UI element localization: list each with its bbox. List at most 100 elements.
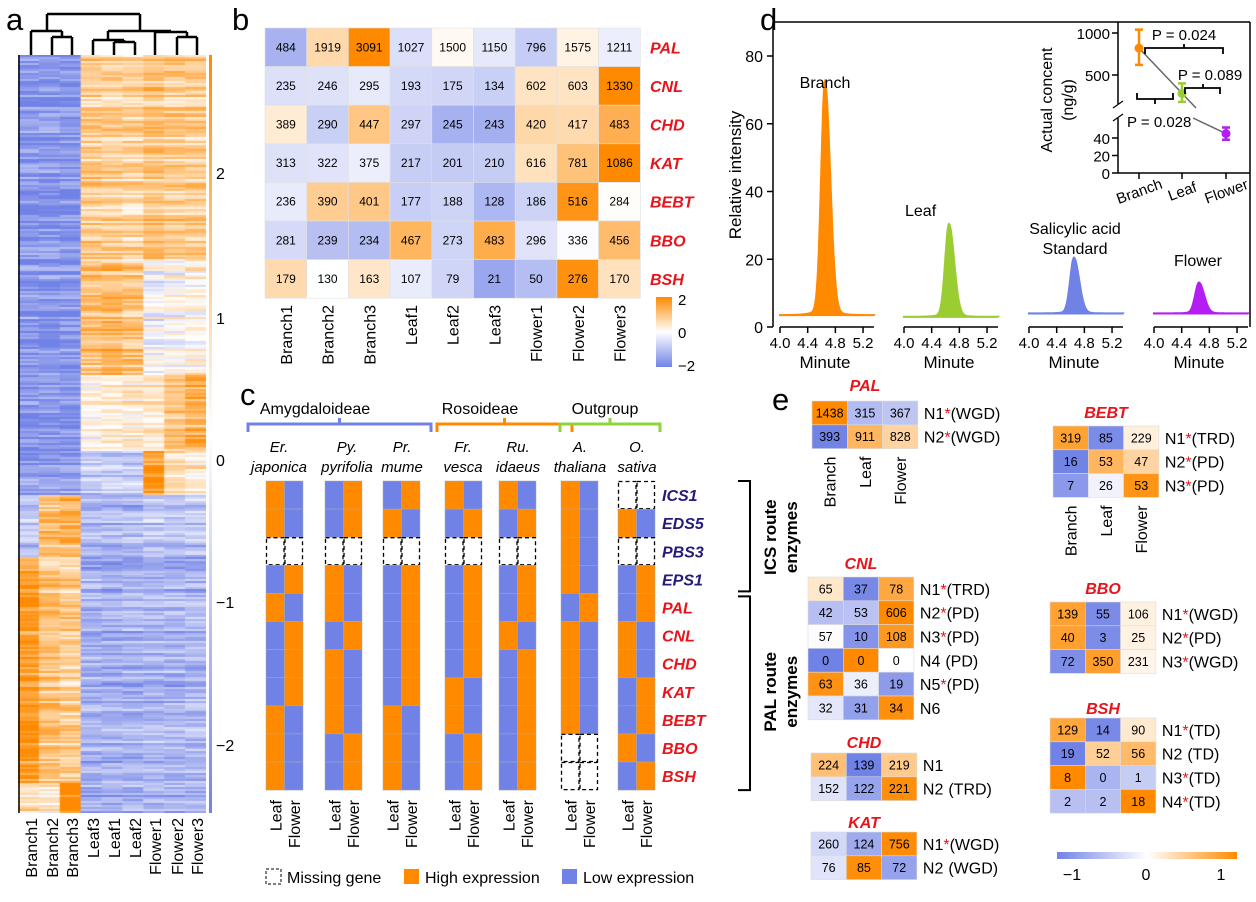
species-genus: Er.	[270, 439, 289, 456]
high-expression-cell	[636, 565, 656, 594]
column-label: Flower	[1134, 505, 1151, 554]
axis-break-mark	[1112, 100, 1124, 122]
heatmap-cell	[556, 220, 599, 260]
row-label: N1*(WGD)	[923, 837, 999, 854]
row-label: N2*(PD)	[920, 606, 980, 623]
colorbar-tick-label: 1	[1217, 867, 1226, 884]
heatmap-cell	[882, 424, 919, 449]
high-expression-cell	[324, 649, 344, 678]
high-expression-cell	[517, 761, 537, 791]
cell-value: 1575	[564, 40, 591, 54]
row-label: N2*(PD)	[1162, 631, 1222, 648]
duplication-type: (WGD)	[1189, 607, 1239, 624]
column-label: Flower2	[170, 818, 187, 875]
gene-label: KAT	[650, 156, 683, 173]
high-expression-cell	[382, 733, 402, 763]
cell-value: 106	[1128, 607, 1149, 621]
row-label: N2*(PD)	[1165, 455, 1225, 472]
duplication-type: (TD)	[1187, 747, 1219, 764]
missing-gene-cell	[560, 761, 580, 791]
trace-label: Leaf	[905, 203, 937, 220]
row-name: N3	[1165, 479, 1186, 496]
column-label: Branch2	[321, 305, 338, 365]
duplication-star: *	[1185, 431, 1191, 448]
duplication-type: (TRD)	[947, 582, 991, 599]
y-tick-label: 40	[1093, 131, 1110, 148]
cell-value: 484	[276, 40, 296, 54]
x-tick-label: 5.2	[977, 335, 998, 352]
low-expression-cell	[382, 621, 402, 650]
column-label: Leaf1	[404, 305, 421, 345]
cell-value: 322	[318, 156, 338, 170]
high-expression-cell	[444, 677, 464, 707]
duplication-type: (TD)	[1189, 723, 1221, 740]
heatmap-cell	[306, 27, 349, 67]
route-bracket	[738, 480, 751, 593]
cell-value: 375	[359, 156, 379, 170]
low-expression-cell	[463, 480, 483, 510]
heatmap-cell	[473, 104, 516, 145]
low-expression-cell	[343, 565, 363, 594]
row-name: N6	[920, 701, 941, 718]
legend-label: High expression	[425, 870, 540, 887]
duplication-star: *	[1185, 455, 1191, 472]
duplication-type: (PD)	[947, 606, 980, 623]
high-expression-cell	[560, 536, 580, 566]
cell-value: 602	[526, 79, 546, 93]
heatmap-cell	[306, 259, 349, 299]
cell-value: 85	[857, 861, 871, 875]
cell-value: 1211	[607, 40, 633, 54]
heatmap-cell	[473, 27, 516, 67]
cell-value: 236	[276, 195, 296, 209]
trace-label: Branch	[800, 75, 851, 92]
p-value-label: P = 0.089	[1178, 67, 1242, 84]
x-tick-label: 4.0	[770, 335, 791, 352]
comparison-bracket	[1144, 44, 1224, 54]
high-expression-cell	[560, 705, 580, 735]
route-label: PAL route	[761, 652, 780, 732]
cell-value: 516	[568, 195, 588, 209]
high-expression-cell	[324, 565, 344, 594]
x-tick-label: Flower	[1202, 176, 1250, 207]
cell-value: 1150	[481, 40, 507, 54]
cell-value: 219	[889, 758, 910, 772]
heatmap-cell	[431, 259, 474, 299]
duplication-star: *	[1182, 723, 1188, 740]
low-expression-cell	[343, 649, 363, 678]
column-label: Branch2	[45, 818, 62, 878]
low-expression-cell	[498, 705, 518, 735]
cell-value: 186	[526, 195, 546, 209]
heatmap-cell	[348, 259, 391, 299]
species-genus: Ru.	[506, 439, 529, 456]
high-expression-cell	[382, 705, 402, 735]
y-tick-label: 60	[745, 117, 763, 134]
low-expression-cell	[265, 565, 285, 594]
low-expression-cell	[343, 705, 363, 735]
low-expression-cell	[498, 649, 518, 678]
gene-title: BBO	[1085, 581, 1121, 598]
low-expression-cell	[284, 508, 304, 538]
row-name: N1	[1162, 723, 1183, 740]
high-expression-cell	[265, 761, 285, 791]
cell-value: 19	[889, 678, 903, 692]
cell-value: 188	[443, 195, 463, 209]
column-label: Flower	[639, 799, 656, 848]
cell-value: 201	[443, 156, 463, 170]
high-expression-cell	[560, 649, 580, 678]
cell-value: 616	[526, 156, 546, 170]
row-name: N2	[1165, 455, 1186, 472]
low-expression-cell	[636, 621, 656, 650]
duplication-star: *	[944, 430, 950, 447]
missing-gene-cell	[636, 537, 656, 566]
high-expression-cell	[517, 733, 537, 763]
cell-value: 25	[1131, 631, 1145, 645]
high-expression-cell	[579, 593, 599, 622]
missing-gene-cell	[617, 480, 637, 510]
high-expression-cell	[463, 621, 483, 650]
cell-value: 1438	[816, 406, 844, 420]
low-expression-cell	[517, 621, 537, 650]
gene-label: BEBT	[650, 195, 695, 212]
heatmap-cell	[348, 220, 391, 260]
duplication-star: *	[940, 677, 946, 694]
high-expression-cell	[343, 761, 363, 791]
